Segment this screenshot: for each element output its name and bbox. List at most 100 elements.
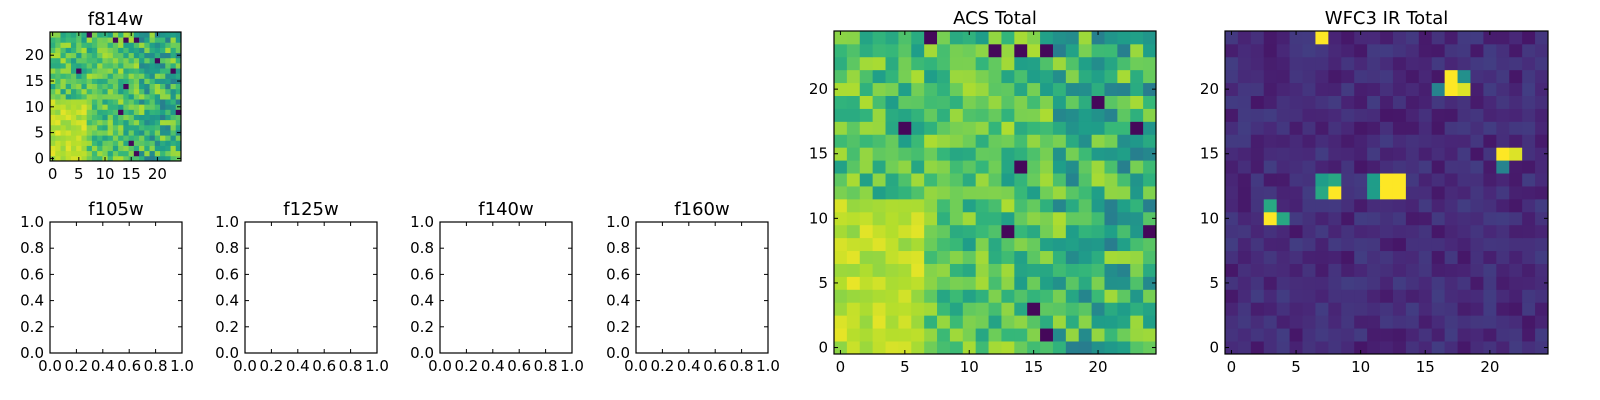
heatmap-cell <box>962 43 977 58</box>
heatmap-cell <box>1496 173 1510 187</box>
heatmap-cell <box>133 52 140 59</box>
heatmap-cell <box>1418 237 1433 252</box>
heatmap-cell <box>975 108 989 122</box>
heatmap-cell <box>872 211 886 226</box>
heatmap-cell <box>1392 250 1407 264</box>
heatmap-cell <box>1065 56 1080 71</box>
panel-title: f125w <box>283 199 338 220</box>
heatmap-cell <box>859 289 874 303</box>
heatmap-cell <box>1104 56 1118 71</box>
heatmap-cell <box>1354 276 1368 290</box>
heatmap-cell <box>1130 224 1144 239</box>
heatmap-cell <box>1367 147 1381 161</box>
heatmap-cell <box>1289 276 1303 290</box>
heatmap-cell <box>1143 147 1157 161</box>
heatmap-cell <box>1027 43 1041 58</box>
heatmap-cell <box>885 198 899 213</box>
heatmap-cell <box>91 109 98 115</box>
heatmap-cell <box>1225 134 1239 148</box>
heatmap-cell <box>1509 237 1523 252</box>
heatmap-cell <box>139 114 145 121</box>
heatmap-cell <box>55 78 61 84</box>
heatmap-cell <box>988 289 1002 303</box>
x-tick-label: 0.0 <box>428 357 452 375</box>
heatmap-cell <box>1302 302 1316 316</box>
heatmap-cell <box>55 150 61 157</box>
heatmap-cell <box>1091 211 1105 226</box>
heatmap-cell <box>170 130 177 136</box>
heatmap-cell <box>962 173 977 187</box>
heatmap-cell <box>1276 302 1290 316</box>
heatmap-cell <box>70 88 77 95</box>
heatmap-cell <box>988 31 1002 45</box>
heatmap-cell <box>133 104 140 110</box>
heatmap-cell <box>1380 121 1394 135</box>
x-tick-label: 0.4 <box>481 357 505 375</box>
heatmap-cell <box>123 83 129 90</box>
heatmap-cell <box>1078 160 1092 174</box>
heatmap-cell <box>911 173 925 187</box>
heatmap-cell <box>1457 121 1471 135</box>
heatmap-cell <box>1143 276 1157 290</box>
heatmap-cell <box>55 119 61 126</box>
heatmap-cell <box>949 43 964 58</box>
heatmap-cell <box>1014 31 1028 45</box>
heatmap-cell <box>1143 211 1157 226</box>
heatmap-cell <box>1104 186 1118 200</box>
heatmap-cell <box>1052 276 1067 290</box>
heatmap-cell <box>1380 341 1394 355</box>
heatmap-cell <box>1483 95 1497 109</box>
heatmap-cell <box>988 315 1002 329</box>
heatmap-cell <box>898 250 912 264</box>
heatmap-cell <box>170 109 177 115</box>
heatmap-cell <box>1457 250 1471 264</box>
heatmap-cell <box>50 93 56 100</box>
heatmap-cell <box>154 47 161 54</box>
heatmap-cell <box>846 82 861 96</box>
x-tick-label: 10 <box>960 358 979 376</box>
heatmap-cell <box>975 263 989 277</box>
heatmap-cell <box>1535 302 1549 316</box>
heatmap-cell <box>1418 160 1433 174</box>
heatmap-cell <box>139 68 145 74</box>
heatmap-cell <box>1380 95 1394 109</box>
heatmap-cell <box>1040 263 1054 277</box>
heatmap-cell <box>859 173 874 187</box>
x-tick-label: 15 <box>1416 358 1435 376</box>
heatmap-cell <box>1457 237 1471 252</box>
heatmap-cell <box>859 160 874 174</box>
heatmap-cell <box>86 73 93 79</box>
heatmap-cell <box>139 57 145 64</box>
heatmap-cell <box>1225 263 1239 277</box>
heatmap-cell <box>1027 302 1041 316</box>
heatmap-cell <box>1483 198 1497 213</box>
heatmap-cell <box>872 237 886 252</box>
heatmap-cell <box>128 119 135 126</box>
heatmap-cell <box>1237 289 1252 303</box>
heatmap-cell <box>65 83 72 90</box>
heatmap-cell <box>1237 69 1252 84</box>
heatmap-cell <box>911 43 925 58</box>
heatmap-cell <box>60 130 67 136</box>
heatmap-cell <box>1065 211 1080 226</box>
heatmap-cell <box>988 108 1002 122</box>
heatmap-cell <box>924 263 938 277</box>
heatmap-cell <box>123 47 129 54</box>
heatmap-cell <box>1509 82 1523 96</box>
heatmap-cell <box>175 109 182 115</box>
heatmap-cell <box>1078 121 1092 135</box>
heatmap-cell <box>1052 315 1067 329</box>
heatmap-cell <box>924 160 938 174</box>
y-tick-label: 0.8 <box>20 239 44 257</box>
heatmap-cell <box>165 78 171 84</box>
heatmap-cell <box>1328 289 1342 303</box>
heatmap-cell <box>154 57 161 64</box>
heatmap-cell <box>1444 134 1458 148</box>
heatmap-cell <box>170 52 177 59</box>
heatmap-cell <box>975 134 989 148</box>
heatmap-cell <box>1014 82 1028 96</box>
heatmap-cell <box>898 147 912 161</box>
heatmap-cell <box>1380 263 1394 277</box>
heatmap-cell <box>1027 134 1041 148</box>
heatmap-cell <box>1250 211 1265 226</box>
